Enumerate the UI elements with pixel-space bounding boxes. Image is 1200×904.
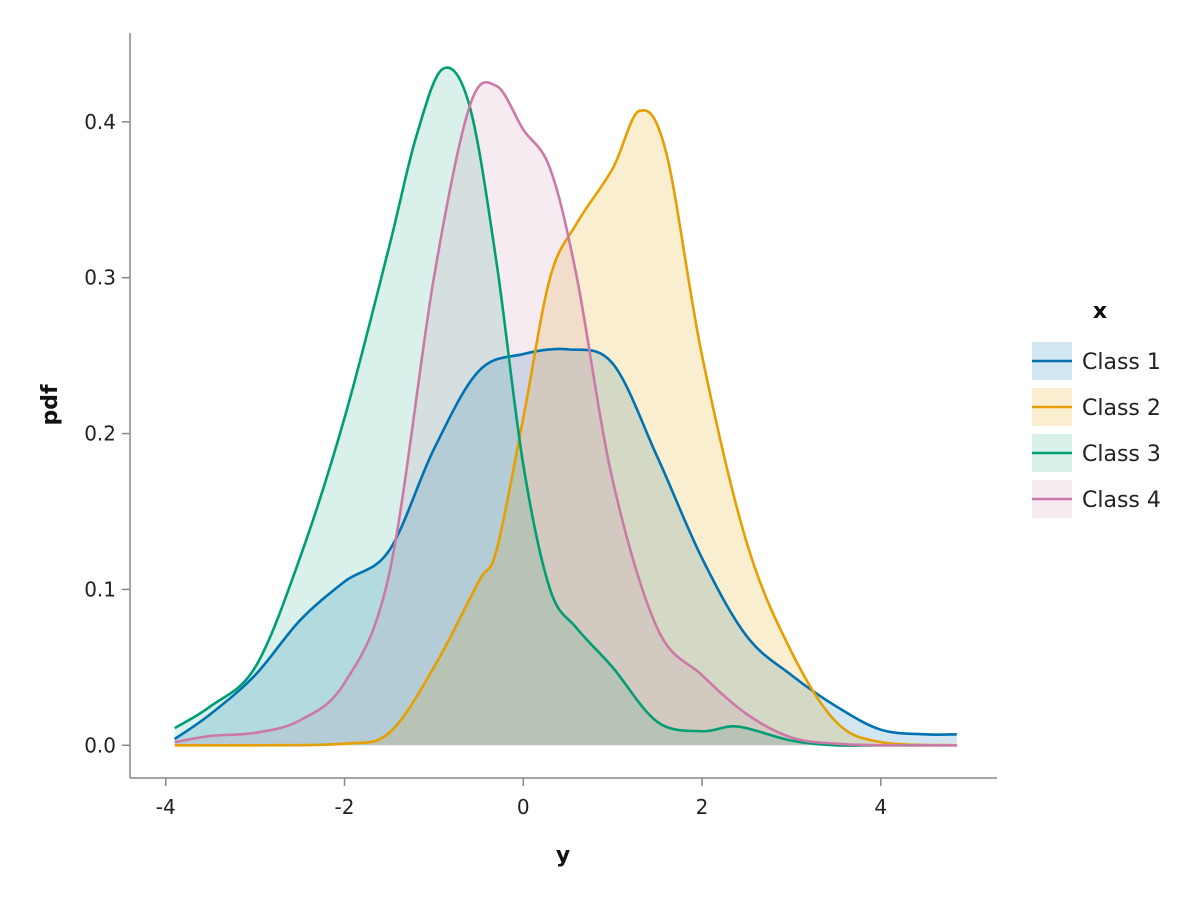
area-class-1	[174, 348, 957, 746]
y-tick-label: 0.4	[84, 110, 116, 134]
legend-item-class-3: Class 3	[1032, 434, 1161, 472]
legend-label: Class 1	[1082, 350, 1161, 375]
area-class-4	[174, 82, 957, 746]
density-lines	[173, 66, 957, 747]
line-class-4	[174, 80, 957, 747]
y-ticks: 0.0 0.1 0.2 0.3 0.4	[84, 110, 130, 757]
x-tick-label: 4	[874, 795, 887, 819]
x-tick-label: -4	[156, 795, 176, 819]
legend-item-class-4: Class 4	[1032, 480, 1161, 518]
x-ticks: -4 -2 0 2 4	[156, 778, 887, 819]
legend-item-class-1: Class 1	[1032, 342, 1161, 380]
line-class-2	[174, 109, 957, 747]
x-axis-title: y	[556, 843, 570, 868]
line-class-3	[174, 66, 957, 747]
legend-items: Class 1 Class 2 Class 3 Class 4	[1032, 342, 1161, 518]
density-areas	[174, 67, 957, 746]
legend-label: Class 4	[1082, 488, 1161, 513]
legend: x Class 1 Class 2 Class 3 Class 4	[1032, 299, 1161, 518]
y-tick-label: 0.2	[84, 422, 116, 446]
y-axis-title: pdf	[38, 384, 63, 425]
axes: -4 -2 0 2 4 0.0 0.1 0.2 0.3 0.4	[84, 33, 997, 819]
line-class-1	[173, 347, 957, 741]
legend-label: Class 3	[1082, 442, 1161, 467]
area-class-3	[174, 67, 957, 746]
y-tick-label: 0.1	[84, 577, 116, 601]
y-tick-label: 0.3	[84, 266, 116, 290]
y-tick-label: 0.0	[84, 733, 116, 757]
legend-label: Class 2	[1082, 396, 1161, 421]
legend-title: x	[1093, 299, 1107, 324]
x-tick-label: 0	[517, 795, 530, 819]
x-tick-label: 2	[696, 795, 709, 819]
legend-item-class-2: Class 2	[1032, 388, 1161, 426]
x-tick-label: -2	[335, 795, 355, 819]
